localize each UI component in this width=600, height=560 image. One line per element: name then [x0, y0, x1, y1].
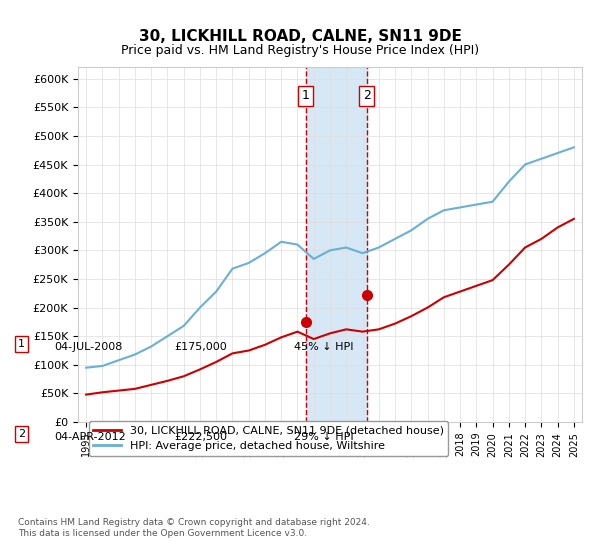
Text: £222,500: £222,500	[174, 432, 227, 442]
Text: 1: 1	[18, 339, 25, 349]
Legend: 30, LICKHILL ROAD, CALNE, SN11 9DE (detached house), HPI: Average price, detache: 30, LICKHILL ROAD, CALNE, SN11 9DE (deta…	[89, 421, 448, 456]
Text: £175,000: £175,000	[174, 342, 227, 352]
Text: 2: 2	[18, 429, 25, 439]
Text: 2: 2	[362, 89, 371, 102]
Text: 04-APR-2012: 04-APR-2012	[54, 432, 126, 442]
Bar	[305, 67, 367, 422]
Text: 29% ↓ HPI: 29% ↓ HPI	[294, 432, 353, 442]
Text: 1: 1	[302, 89, 310, 102]
Text: 45% ↓ HPI: 45% ↓ HPI	[294, 342, 353, 352]
Text: Price paid vs. HM Land Registry's House Price Index (HPI): Price paid vs. HM Land Registry's House …	[121, 44, 479, 57]
Text: Contains HM Land Registry data © Crown copyright and database right 2024.
This d: Contains HM Land Registry data © Crown c…	[18, 518, 370, 538]
Text: 04-JUL-2008: 04-JUL-2008	[54, 342, 122, 352]
Text: 30, LICKHILL ROAD, CALNE, SN11 9DE: 30, LICKHILL ROAD, CALNE, SN11 9DE	[139, 29, 461, 44]
